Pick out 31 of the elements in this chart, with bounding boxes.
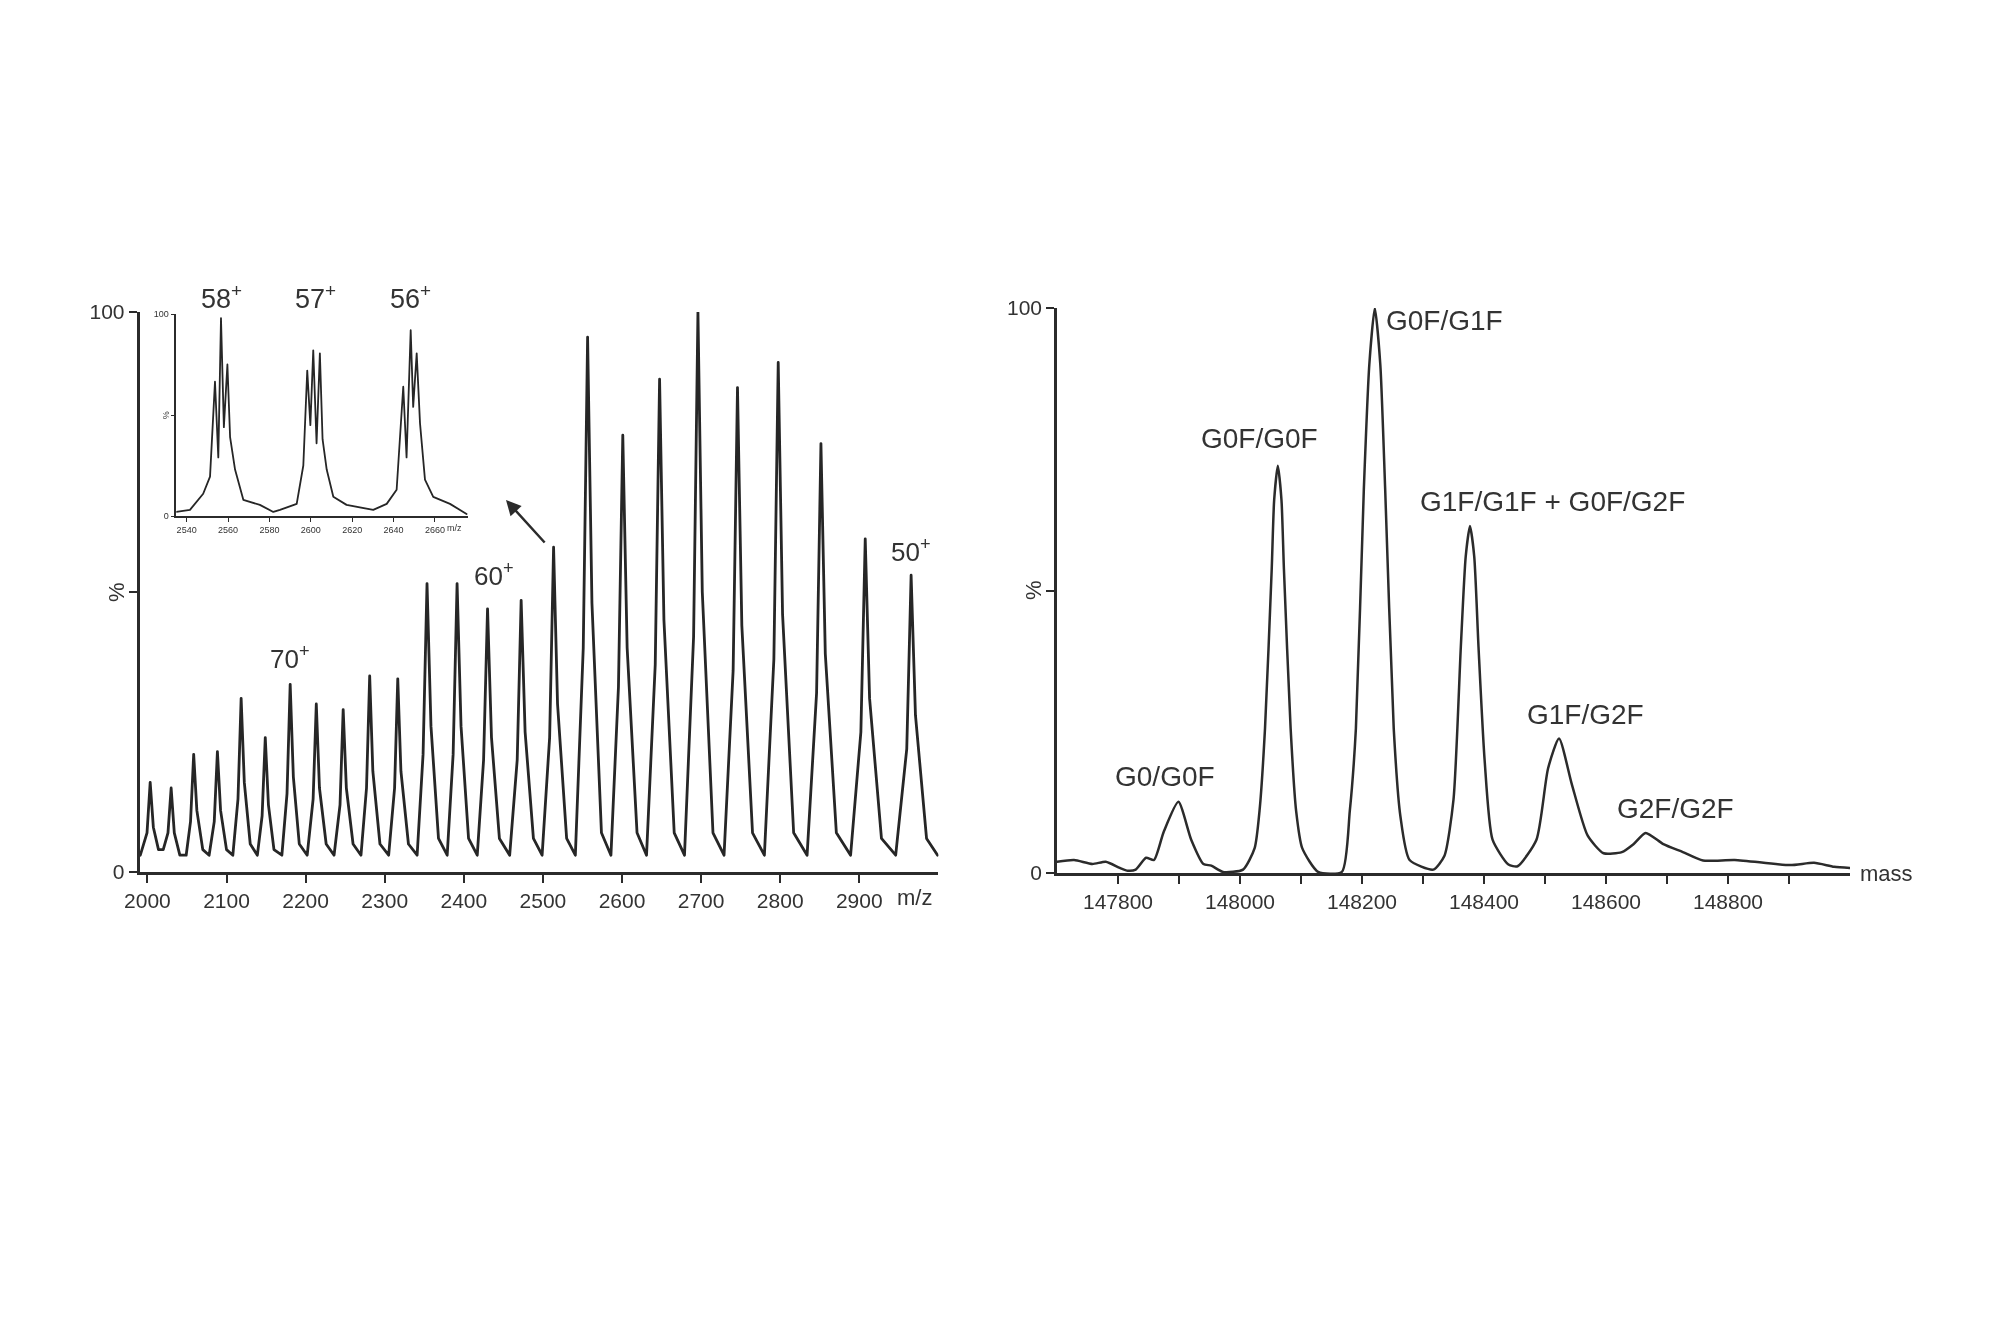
x-axis-title: mass bbox=[1860, 861, 1913, 886]
x-axis-title: m/z bbox=[447, 523, 462, 533]
y-tick-label: 0 bbox=[1030, 861, 1043, 885]
x-tick-label: 148400 bbox=[1448, 889, 1520, 913]
annotation: 58$^{+}$ bbox=[201, 280, 243, 315]
x-tick-label: 2540 bbox=[176, 524, 197, 535]
x-tick-label: 2580 bbox=[259, 524, 280, 535]
annotation: G0F/G1F bbox=[1386, 305, 1503, 336]
annotation: G0/G0F bbox=[1115, 761, 1215, 792]
x-tick-label: 2660 bbox=[424, 524, 445, 535]
x-tick-label: 2620 bbox=[342, 524, 363, 535]
x-tick-label: 2640 bbox=[383, 524, 404, 535]
y-tick-label: 0 bbox=[163, 511, 169, 522]
x-tick-label: 147800 bbox=[1082, 889, 1154, 913]
x-tick-label: 2600 bbox=[300, 524, 321, 535]
annotation: G2F/G2F bbox=[1617, 793, 1734, 824]
y-tick-label: 100 bbox=[153, 309, 169, 320]
x-tick-label: 2560 bbox=[218, 524, 239, 535]
y-axis-title: % bbox=[161, 411, 172, 420]
x-tick-label: 148000 bbox=[1204, 889, 1276, 913]
y-tick-label: 100 bbox=[1007, 296, 1043, 320]
x-tick-label: 148600 bbox=[1570, 889, 1642, 913]
annotation: G1F/G2F bbox=[1527, 699, 1644, 730]
annotation: 57$^{+}$ bbox=[295, 280, 337, 315]
annotation: 56$^{+}$ bbox=[390, 280, 432, 315]
annotation: G0F/G0F bbox=[1201, 423, 1318, 454]
y-axis-title: % bbox=[1021, 580, 1046, 600]
annotation: G1F/G1F + G0F/G2F bbox=[1420, 486, 1686, 517]
x-tick-label: 148200 bbox=[1326, 889, 1398, 913]
y-tick-label: 100 bbox=[89, 300, 125, 324]
x-tick-label: 148800 bbox=[1692, 889, 1764, 913]
